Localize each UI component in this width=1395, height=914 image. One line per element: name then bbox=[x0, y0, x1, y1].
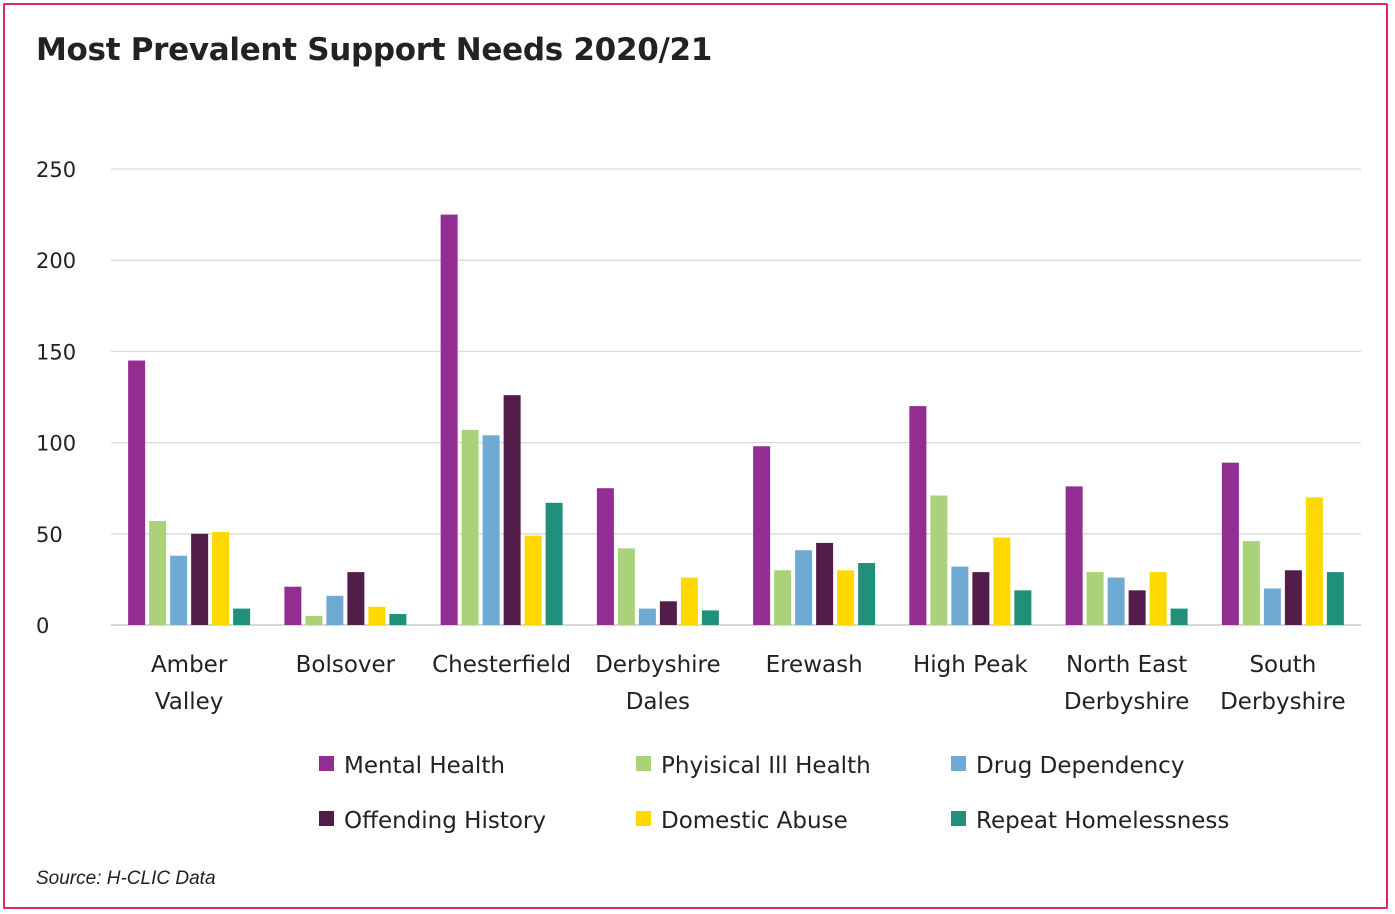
legend-label: Offending History bbox=[344, 808, 546, 834]
bar-offending-history bbox=[191, 533, 209, 625]
bar-phyisical-ill-health bbox=[930, 495, 948, 625]
bar-domestic-abuse bbox=[524, 535, 542, 625]
legend-swatch bbox=[636, 756, 651, 771]
legend-label: Drug Dependency bbox=[976, 753, 1184, 779]
bar-repeat-homelessness bbox=[701, 610, 719, 625]
bar-mental-health bbox=[753, 446, 771, 625]
legend-swatch bbox=[636, 811, 651, 826]
bar-domestic-abuse bbox=[1149, 572, 1167, 625]
source-note: Source: H-CLIC Data bbox=[36, 868, 216, 889]
legend-swatch bbox=[951, 811, 966, 826]
bar-domestic-abuse bbox=[837, 570, 855, 625]
bar-phyisical-ill-health bbox=[149, 521, 167, 625]
x-tick-label: Amber bbox=[151, 652, 228, 678]
bar-repeat-homelessness bbox=[545, 502, 563, 625]
y-tick-label: 200 bbox=[36, 249, 76, 273]
bar-domestic-abuse bbox=[993, 537, 1011, 625]
x-tick-label: South bbox=[1249, 652, 1316, 678]
bar-drug-dependency bbox=[170, 555, 188, 625]
x-tick-label: High Peak bbox=[913, 652, 1028, 678]
bar-domestic-abuse bbox=[212, 531, 230, 625]
x-tick-label: North East bbox=[1066, 652, 1187, 678]
bar-phyisical-ill-health bbox=[461, 429, 479, 625]
chart-title: Most Prevalent Support Needs 2020/21 bbox=[36, 32, 713, 68]
x-tick-label: Bolsover bbox=[296, 652, 396, 678]
bar-phyisical-ill-health bbox=[1086, 572, 1104, 625]
bar-drug-dependency bbox=[795, 550, 813, 625]
bar-domestic-abuse bbox=[680, 577, 698, 625]
bar-offending-history bbox=[1284, 570, 1302, 625]
bar-offending-history bbox=[659, 601, 677, 625]
bar-offending-history bbox=[503, 395, 521, 625]
legend-label: Repeat Homelessness bbox=[976, 808, 1229, 834]
bar-mental-health bbox=[909, 406, 927, 625]
bar-offending-history bbox=[972, 572, 990, 625]
bar-drug-dependency bbox=[326, 595, 344, 625]
x-tick-label: Valley bbox=[155, 689, 224, 715]
bar-drug-dependency bbox=[951, 566, 969, 625]
legend-label: Phyisical Ill Health bbox=[661, 753, 871, 779]
bar-mental-health bbox=[596, 488, 614, 625]
y-tick-label: 250 bbox=[36, 158, 76, 182]
legend-swatch bbox=[951, 756, 966, 771]
bar-phyisical-ill-health bbox=[617, 548, 635, 625]
x-tick-label: Derbyshire bbox=[1220, 689, 1346, 715]
bar-mental-health bbox=[128, 360, 146, 625]
bar-offending-history bbox=[816, 542, 834, 625]
bar-repeat-homelessness bbox=[389, 614, 407, 625]
legend-label: Domestic Abuse bbox=[661, 808, 848, 834]
legend-swatch bbox=[319, 811, 334, 826]
x-tick-label: Erewash bbox=[766, 652, 863, 678]
bar-phyisical-ill-health bbox=[774, 570, 792, 625]
legend-swatch bbox=[319, 756, 334, 771]
bar-repeat-homelessness bbox=[1326, 572, 1344, 625]
bar-mental-health bbox=[284, 586, 302, 625]
x-tick-label: Derbyshire bbox=[595, 652, 721, 678]
y-tick-label: 150 bbox=[36, 340, 76, 364]
x-tick-label: Chesterfield bbox=[432, 652, 571, 678]
bar-domestic-abuse bbox=[368, 606, 386, 625]
y-tick-label: 50 bbox=[36, 523, 63, 547]
chart-frame bbox=[3, 3, 1388, 909]
bar-mental-health bbox=[1221, 462, 1239, 625]
bar-drug-dependency bbox=[1263, 588, 1281, 625]
bar-drug-dependency bbox=[1107, 577, 1125, 625]
bar-repeat-homelessness bbox=[1014, 590, 1032, 625]
x-tick-label: Dales bbox=[626, 689, 690, 715]
bar-phyisical-ill-health bbox=[1242, 541, 1260, 625]
bar-drug-dependency bbox=[638, 608, 656, 625]
y-tick-label: 100 bbox=[36, 432, 76, 456]
bar-domestic-abuse bbox=[1305, 497, 1323, 625]
bar-repeat-homelessness bbox=[233, 608, 251, 625]
bar-mental-health bbox=[440, 214, 458, 625]
bar-repeat-homelessness bbox=[858, 562, 876, 625]
bar-phyisical-ill-health bbox=[305, 615, 323, 625]
y-tick-label: 0 bbox=[36, 614, 49, 638]
bar-drug-dependency bbox=[482, 435, 500, 625]
bar-mental-health bbox=[1065, 486, 1083, 625]
x-tick-label: Derbyshire bbox=[1064, 689, 1190, 715]
bar-offending-history bbox=[1128, 590, 1146, 625]
legend-label: Mental Health bbox=[344, 753, 505, 779]
bar-repeat-homelessness bbox=[1170, 608, 1188, 625]
bar-offending-history bbox=[347, 572, 365, 625]
